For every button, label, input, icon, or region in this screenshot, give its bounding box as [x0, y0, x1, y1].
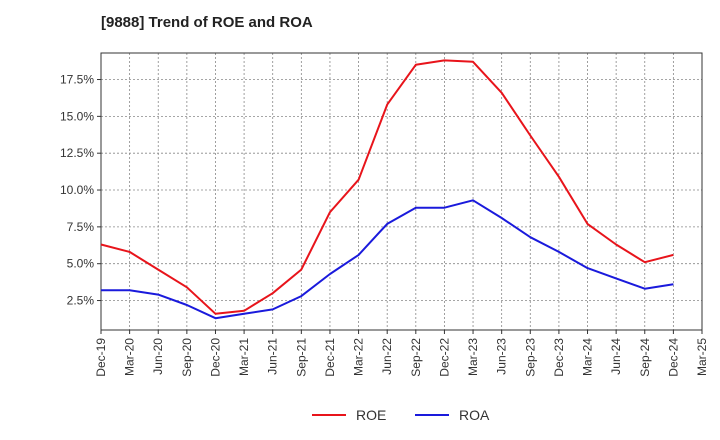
x-tick-label: Jun-22: [380, 338, 394, 375]
grid-layer: [101, 53, 702, 330]
x-tick-label: Dec-19: [94, 338, 108, 377]
x-tick-label: Jun-21: [266, 338, 280, 375]
x-tick-label: Sep-20: [180, 338, 194, 377]
x-tick-label: Dec-24: [666, 338, 680, 377]
x-tick-label: Sep-22: [409, 338, 423, 377]
legend-swatch-roa: [415, 414, 449, 416]
series-line-roe: [100, 59, 674, 315]
x-tick-label: Dec-21: [323, 338, 337, 377]
legend-item-roa: ROA: [415, 404, 489, 426]
plot-frame: [100, 52, 703, 331]
y-tick-label: 12.5%: [60, 146, 94, 160]
legend-label-roa: ROA: [459, 407, 490, 423]
x-tick-label: Mar-24: [581, 338, 595, 376]
x-tick-label: Sep-24: [638, 338, 652, 377]
legend-item-roe: ROE: [312, 404, 386, 426]
legend: ROE ROA: [0, 404, 720, 426]
x-tick-label: Jun-20: [151, 338, 165, 375]
x-tick-label: Sep-23: [523, 338, 537, 377]
x-tick-label: Mar-25: [695, 338, 709, 376]
x-tick-label: Sep-21: [294, 338, 308, 377]
legend-swatch-roe: [312, 414, 346, 416]
x-tick-label: Mar-21: [237, 338, 251, 376]
x-tick-label: Dec-22: [437, 338, 451, 377]
y-tick-label: 2.5%: [67, 294, 95, 308]
x-tick-label: Dec-20: [208, 338, 222, 377]
x-tick-label: Dec-23: [552, 338, 566, 377]
y-tick-label: 17.5%: [60, 73, 94, 87]
chart-title: [9888] Trend of ROE and ROA: [101, 14, 313, 31]
x-tick-label: Jun-23: [495, 338, 509, 375]
tick-layer: Dec-19 Mar-20 Jun-20 Sep-20 Dec-20 Mar-21 Jun-…: [60, 73, 709, 377]
y-tick-label: 15.0%: [60, 109, 94, 123]
y-tick-label: 10.0%: [60, 183, 94, 197]
x-tick-label: Mar-23: [466, 338, 480, 376]
series-layer: [100, 59, 674, 320]
y-tick-label: 5.0%: [67, 257, 95, 271]
legend-label-roe: ROE: [356, 407, 387, 423]
x-tick-label: Jun-24: [609, 338, 623, 375]
x-tick-label: Mar-20: [123, 338, 137, 376]
series-line-roa: [101, 199, 674, 320]
y-tick-label: 7.5%: [67, 220, 95, 234]
x-tick-label: Mar-22: [352, 338, 366, 376]
